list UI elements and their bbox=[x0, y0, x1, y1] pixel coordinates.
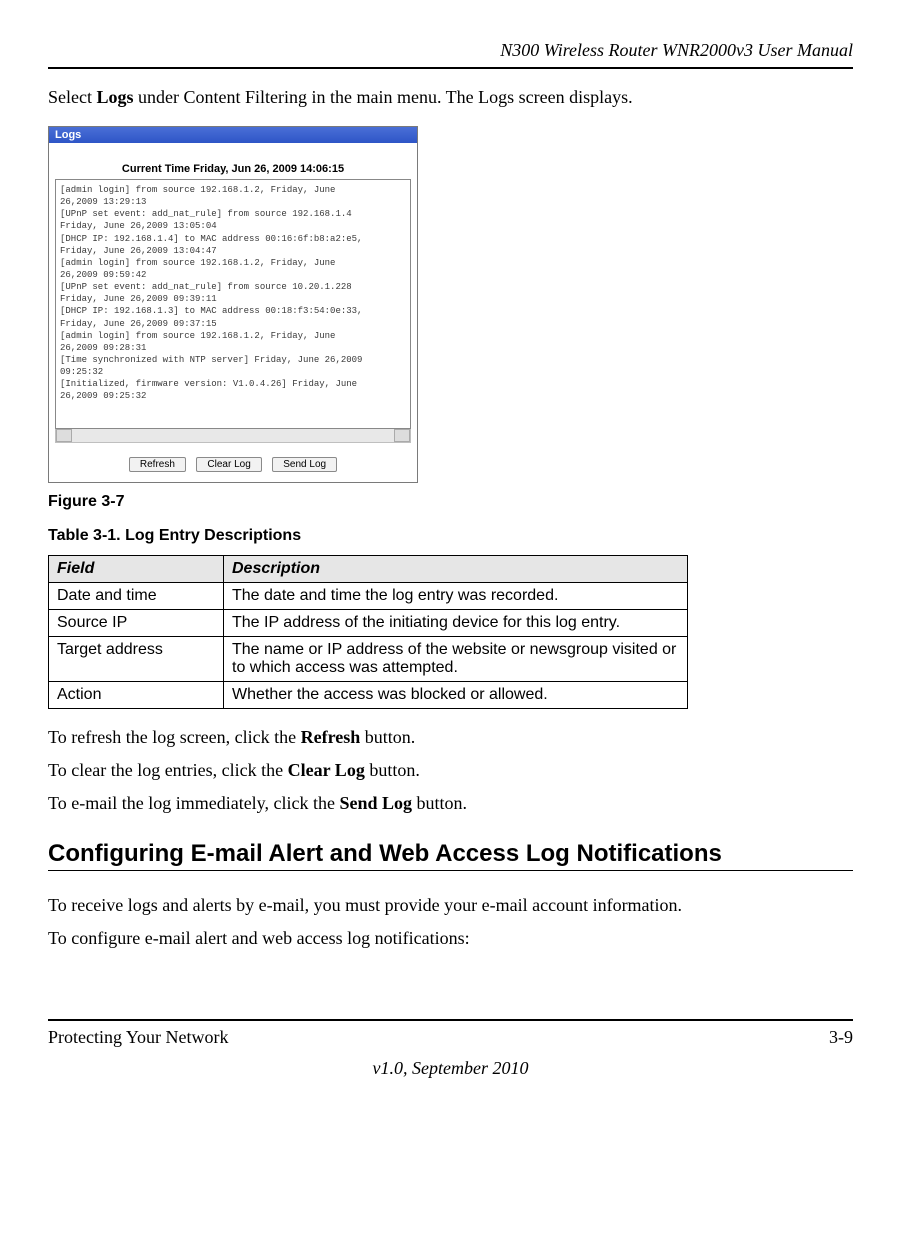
send-log-button[interactable]: Send Log bbox=[272, 457, 337, 472]
bold-text: Send Log bbox=[339, 793, 412, 813]
section-paragraph-2: To configure e-mail alert and web access… bbox=[48, 928, 853, 949]
th-field: Field bbox=[49, 556, 224, 583]
intro-paragraph: Select Logs under Content Filtering in t… bbox=[48, 87, 853, 108]
text: To refresh the log screen, click the bbox=[48, 727, 301, 747]
intro-post: under Content Filtering in the main menu… bbox=[134, 87, 633, 107]
screenshot-current-time: Current Time Friday, Jun 26, 2009 14:06:… bbox=[49, 161, 417, 179]
refresh-button[interactable]: Refresh bbox=[129, 457, 186, 472]
section-rule bbox=[48, 870, 853, 871]
screenshot-scrollbar bbox=[55, 429, 411, 443]
footer-row: Protecting Your Network 3-9 bbox=[48, 1027, 853, 1048]
cell-field: Target address bbox=[49, 637, 224, 682]
cell-desc: The date and time the log entry was reco… bbox=[224, 583, 688, 610]
footer-version: v1.0, September 2010 bbox=[48, 1058, 853, 1079]
footer-section-name: Protecting Your Network bbox=[48, 1027, 229, 1048]
text: button. bbox=[412, 793, 467, 813]
text: To clear the log entries, click the bbox=[48, 760, 288, 780]
table-row: Source IP The IP address of the initiati… bbox=[49, 610, 688, 637]
section-heading: Configuring E-mail Alert and Web Access … bbox=[48, 840, 853, 868]
cell-desc: The name or IP address of the website or… bbox=[224, 637, 688, 682]
figure-caption: Figure 3-7 bbox=[48, 493, 853, 511]
footer-page-number: 3-9 bbox=[829, 1027, 853, 1048]
cell-desc: Whether the access was blocked or allowe… bbox=[224, 682, 688, 709]
intro-bold: Logs bbox=[96, 87, 133, 107]
logs-screenshot: Logs Current Time Friday, Jun 26, 2009 1… bbox=[48, 126, 418, 483]
cell-desc: The IP address of the initiating device … bbox=[224, 610, 688, 637]
screenshot-titlebar: Logs bbox=[49, 127, 417, 143]
refresh-instruction: To refresh the log screen, click the Ref… bbox=[48, 727, 853, 748]
section-paragraph-1: To receive logs and alerts by e-mail, yo… bbox=[48, 895, 853, 916]
clear-log-instruction: To clear the log entries, click the Clea… bbox=[48, 760, 853, 781]
cell-field: Action bbox=[49, 682, 224, 709]
table-row: Date and time The date and time the log … bbox=[49, 583, 688, 610]
table-header-row: Field Description bbox=[49, 556, 688, 583]
screenshot-log-lines: [admin login] from source 192.168.1.2, F… bbox=[60, 184, 406, 403]
footer-rule bbox=[48, 1019, 853, 1021]
page-footer: Protecting Your Network 3-9 v1.0, Septem… bbox=[48, 1019, 853, 1079]
table-caption: Table 3-1. Log Entry Descriptions bbox=[48, 527, 853, 545]
table-row: Action Whether the access was blocked or… bbox=[49, 682, 688, 709]
screenshot-button-row: Refresh Clear Log Send Log bbox=[49, 443, 417, 482]
th-description: Description bbox=[224, 556, 688, 583]
send-log-instruction: To e-mail the log immediately, click the… bbox=[48, 793, 853, 814]
bold-text: Refresh bbox=[301, 727, 361, 747]
screenshot-log-box: [admin login] from source 192.168.1.2, F… bbox=[55, 179, 411, 429]
screenshot-spacer bbox=[49, 143, 417, 161]
text: button. bbox=[360, 727, 415, 747]
table-row: Target address The name or IP address of… bbox=[49, 637, 688, 682]
cell-field: Date and time bbox=[49, 583, 224, 610]
text: To e-mail the log immediately, click the bbox=[48, 793, 339, 813]
log-entry-descriptions-table: Field Description Date and time The date… bbox=[48, 555, 688, 709]
text: button. bbox=[365, 760, 420, 780]
cell-field: Source IP bbox=[49, 610, 224, 637]
doc-header-title: N300 Wireless Router WNR2000v3 User Manu… bbox=[48, 40, 853, 61]
bold-text: Clear Log bbox=[288, 760, 365, 780]
intro-pre: Select bbox=[48, 87, 96, 107]
clear-log-button[interactable]: Clear Log bbox=[196, 457, 261, 472]
header-rule bbox=[48, 67, 853, 69]
